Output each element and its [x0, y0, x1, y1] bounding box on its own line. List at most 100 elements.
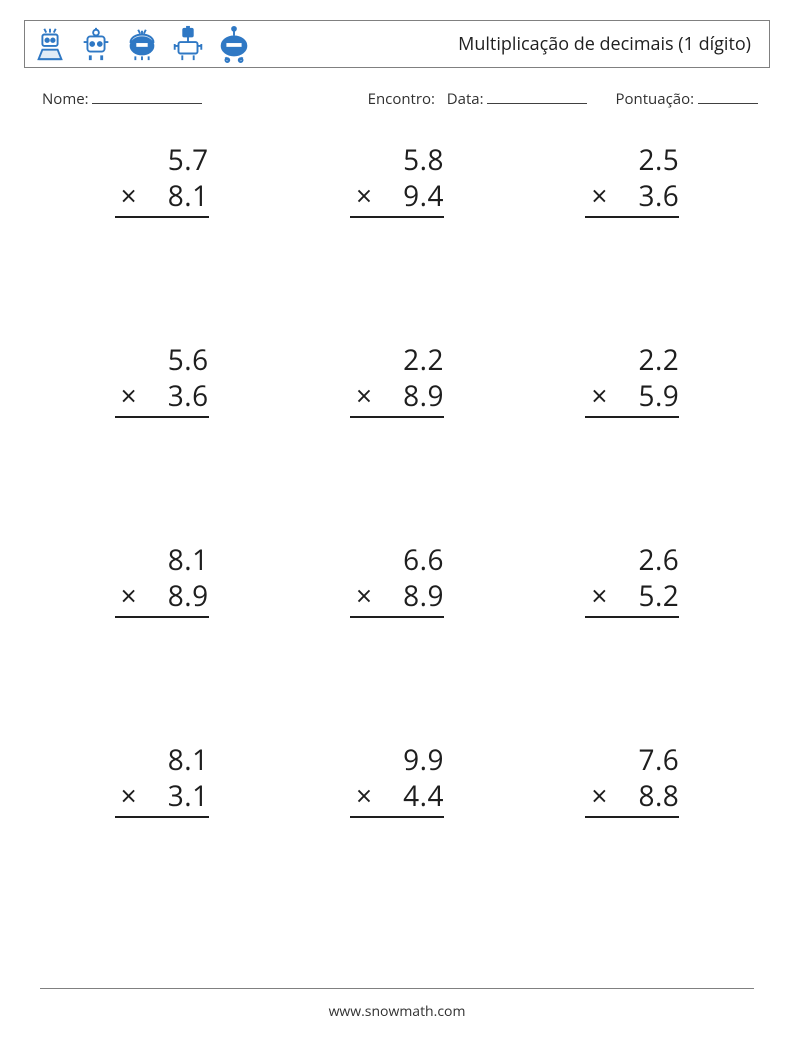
multiplier-row: ×4.4: [350, 779, 444, 815]
multiplicand: 7.6: [621, 743, 679, 779]
multiplicand-row: 5.8: [350, 143, 444, 179]
spacer: [591, 143, 621, 179]
operation-symbol: ×: [121, 779, 151, 815]
problem-stack: 5.6×3.6: [115, 343, 209, 419]
multiplier-row: ×8.9: [350, 579, 444, 615]
multiplicand: 2.2: [386, 343, 444, 379]
operation-symbol: ×: [591, 579, 621, 615]
header-icons: [31, 25, 253, 63]
operation-symbol: ×: [356, 379, 386, 415]
problem-stack: 9.9×4.4: [350, 743, 444, 819]
problem-stack: 2.2×5.9: [585, 343, 679, 419]
problem-stack: 6.6×8.9: [350, 543, 444, 619]
date-label: Data:: [447, 89, 484, 109]
multiplicand: 8.1: [151, 543, 209, 579]
problem-stack: 2.2×8.9: [350, 343, 444, 419]
multiplier: 8.9: [386, 579, 444, 615]
multiplicand: 5.6: [151, 343, 209, 379]
multiplier: 3.6: [621, 179, 679, 215]
problem: 8.1×3.1: [44, 737, 279, 937]
encounter-field: Encontro: Data:: [368, 88, 588, 109]
spacer: [121, 743, 151, 779]
problem-rule: [115, 816, 209, 818]
multiplicand-row: 5.6: [115, 343, 209, 379]
multiplier-row: ×3.6: [115, 379, 209, 415]
multiplicand: 6.6: [386, 543, 444, 579]
operation-symbol: ×: [591, 779, 621, 815]
date-blank[interactable]: [487, 88, 587, 104]
name-label: Nome:: [42, 89, 89, 109]
problem: 2.6×5.2: [515, 537, 750, 737]
worksheet-title: Multiplicação de decimais (1 dígito): [458, 32, 755, 56]
multiplier-row: ×3.1: [115, 779, 209, 815]
problem-rule: [585, 816, 679, 818]
operation-symbol: ×: [356, 779, 386, 815]
multiplier-row: ×8.1: [115, 179, 209, 215]
problem-rule: [115, 216, 209, 218]
problem-rule: [350, 216, 444, 218]
robot-icon: [77, 25, 115, 63]
spacer: [121, 543, 151, 579]
multiplicand: 8.1: [151, 743, 209, 779]
multiplicand: 5.8: [386, 143, 444, 179]
multiplier: 8.1: [151, 179, 209, 215]
multiplicand-row: 6.6: [350, 543, 444, 579]
spacer: [356, 143, 386, 179]
robot-icon: [123, 25, 161, 63]
problem-rule: [350, 616, 444, 618]
multiplier-row: ×3.6: [585, 179, 679, 215]
multiplicand-row: 7.6: [585, 743, 679, 779]
operation-symbol: ×: [591, 179, 621, 215]
spacer: [591, 343, 621, 379]
problem: 2.2×5.9: [515, 337, 750, 537]
multiplier: 5.9: [621, 379, 679, 415]
spacer: [121, 343, 151, 379]
problem-stack: 5.7×8.1: [115, 143, 209, 219]
score-label: Pontuação:: [615, 89, 694, 109]
problem: 5.6×3.6: [44, 337, 279, 537]
multiplier: 5.2: [621, 579, 679, 615]
multiplier-row: ×5.9: [585, 379, 679, 415]
robot-icon: [31, 25, 69, 63]
multiplicand-row: 8.1: [115, 543, 209, 579]
score-field: Pontuação:: [615, 88, 758, 109]
multiplier: 3.1: [151, 779, 209, 815]
problem-rule: [350, 416, 444, 418]
multiplicand-row: 2.2: [585, 343, 679, 379]
multiplicand: 5.7: [151, 143, 209, 179]
problem: 2.5×3.6: [515, 137, 750, 337]
problem: 6.6×8.9: [279, 537, 514, 737]
problems-grid: 5.7×8.15.8×9.42.5×3.65.6×3.62.2×8.92.2×5…: [44, 137, 750, 937]
name-blank[interactable]: [92, 88, 202, 104]
multiplier: 4.4: [386, 779, 444, 815]
problem-stack: 8.1×8.9: [115, 543, 209, 619]
multiplicand: 2.2: [621, 343, 679, 379]
operation-symbol: ×: [591, 379, 621, 415]
multiplicand: 9.9: [386, 743, 444, 779]
operation-symbol: ×: [121, 379, 151, 415]
multiplier: 8.9: [151, 579, 209, 615]
spacer: [121, 143, 151, 179]
multiplicand-row: 9.9: [350, 743, 444, 779]
problem-stack: 7.6×8.8: [585, 743, 679, 819]
operation-symbol: ×: [356, 179, 386, 215]
multiplicand-row: 2.6: [585, 543, 679, 579]
score-blank[interactable]: [698, 88, 758, 104]
multiplier: 9.4: [386, 179, 444, 215]
problem-rule: [115, 416, 209, 418]
robot-icon: [169, 25, 207, 63]
problem-stack: 2.5×3.6: [585, 143, 679, 219]
multiplicand-row: 5.7: [115, 143, 209, 179]
footer-rule: [40, 988, 754, 989]
header-box: Multiplicação de decimais (1 dígito): [24, 20, 770, 68]
operation-symbol: ×: [356, 579, 386, 615]
multiplicand-row: 2.5: [585, 143, 679, 179]
problem-rule: [585, 616, 679, 618]
problem: 5.8×9.4: [279, 137, 514, 337]
problem-stack: 8.1×3.1: [115, 743, 209, 819]
problem: 9.9×4.4: [279, 737, 514, 937]
problem-rule: [585, 416, 679, 418]
spacer: [591, 743, 621, 779]
multiplier: 8.8: [621, 779, 679, 815]
multiplicand-row: 2.2: [350, 343, 444, 379]
